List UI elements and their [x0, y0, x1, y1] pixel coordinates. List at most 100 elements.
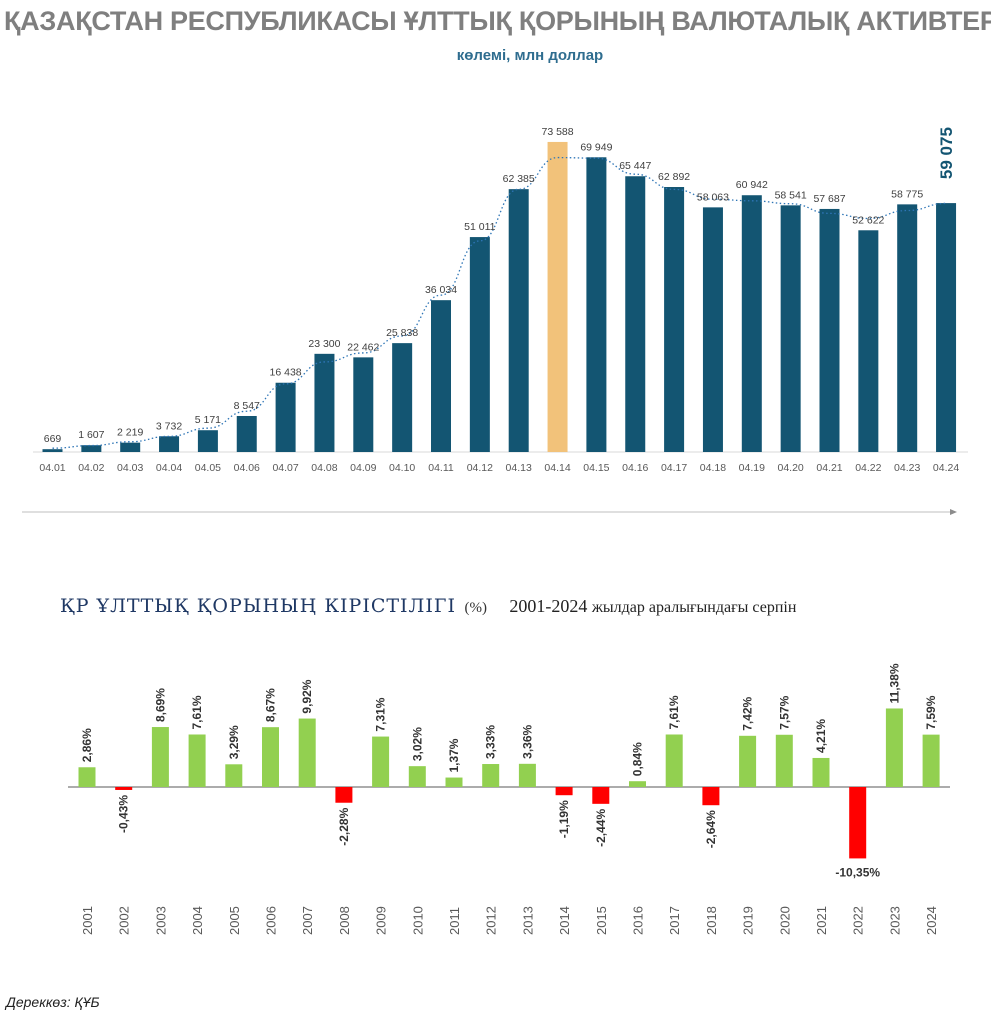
bar-04.16 — [625, 176, 646, 452]
return-bar-2002 — [115, 787, 133, 790]
x-tick-04.15: 04.15 — [583, 462, 609, 474]
year-tick-2004: 2004 — [190, 906, 205, 935]
year-tick-2011: 2011 — [447, 907, 462, 935]
returns-unit: (%) — [464, 600, 487, 616]
return-label-2010: 3,02% — [410, 727, 424, 761]
x-tick-04.21: 04.21 — [816, 462, 842, 474]
page-title: ҚАЗАҚСТАН РЕСПУБЛИКАСЫ ҰЛТТЫҚ ҚОРЫНЫҢ ВА… — [4, 6, 991, 36]
value-label-04.03: 2 219 — [117, 427, 143, 439]
year-tick-2024: 2024 — [924, 906, 939, 935]
value-label-04.07: 16 438 — [270, 367, 302, 379]
value-label-04.06: 8 547 — [234, 400, 260, 412]
year-tick-2021: 2021 — [814, 906, 829, 935]
returns-heading: ҚР ҰЛТТЫҚ ҚОРЫНЫҢ КІРІСТІЛІГІ — [60, 595, 457, 617]
return-label-2005: 3,29% — [227, 725, 241, 759]
x-tick-04.14: 04.14 — [544, 462, 570, 474]
return-label-2024: 7,59% — [924, 695, 938, 729]
x-tick-04.18: 04.18 — [700, 462, 726, 474]
return-label-2021: 4,21% — [814, 719, 828, 753]
return-label-2011: 1,37% — [447, 738, 461, 772]
return-bar-2001 — [78, 767, 96, 787]
x-tick-04.23: 04.23 — [894, 462, 920, 474]
chart-subtitle: көлемі, млн доллар — [456, 47, 604, 64]
bar-04.12 — [469, 237, 490, 452]
value-label-04.01: 669 — [44, 433, 62, 445]
return-label-2013: 3,36% — [520, 724, 534, 758]
year-tick-2015: 2015 — [594, 906, 609, 935]
x-tick-04.07: 04.07 — [272, 462, 298, 474]
return-label-2017: 7,61% — [667, 695, 681, 729]
return-bar-2013 — [518, 763, 536, 787]
bar-04.09 — [353, 357, 374, 452]
source-note: Дереккөз: ҚҰБ — [6, 994, 100, 1010]
x-tick-04.04: 04.04 — [156, 462, 182, 474]
returns-range: 2001-2024 — [509, 596, 588, 616]
divider-arrow — [950, 509, 957, 515]
bar-04.21 — [819, 208, 840, 452]
return-label-2022: -10,35% — [835, 865, 880, 879]
value-label-04.02: 1 607 — [78, 429, 104, 441]
year-tick-2022: 2022 — [851, 906, 866, 935]
value-label-04.04: 3 732 — [156, 420, 182, 432]
return-bar-2022 — [849, 787, 867, 859]
x-tick-04.10: 04.10 — [389, 462, 415, 474]
value-label-04.05: 5 171 — [195, 414, 221, 426]
year-tick-2003: 2003 — [153, 906, 168, 935]
value-label-04.16: 65 447 — [619, 160, 651, 172]
x-tick-04.09: 04.09 — [350, 462, 376, 474]
return-label-2012: 3,33% — [484, 725, 498, 759]
x-tick-04.20: 04.20 — [778, 462, 804, 474]
bar-04.04 — [159, 436, 180, 452]
value-label-04.08: 23 300 — [308, 338, 340, 350]
returns-range-text: жылдар аралығындағы серпін — [591, 599, 797, 616]
x-tick-04.17: 04.17 — [661, 462, 687, 474]
return-label-2003: 8,69% — [153, 688, 167, 722]
return-bar-2019 — [739, 735, 757, 787]
return-label-2015: -2,44% — [594, 809, 608, 847]
return-bar-2010 — [408, 766, 426, 787]
year-tick-2001: 2001 — [80, 906, 95, 935]
year-tick-2016: 2016 — [631, 906, 646, 935]
return-bar-2007 — [298, 718, 316, 787]
x-tick-04.22: 04.22 — [855, 462, 881, 474]
return-bar-2020 — [775, 734, 793, 787]
year-tick-2008: 2008 — [337, 906, 352, 935]
return-bar-2017 — [665, 734, 683, 787]
value-label-04.12: 51 011 — [464, 221, 495, 233]
return-bar-2016 — [629, 781, 646, 787]
returns-section-heading: ҚР ҰЛТТЫҚ ҚОРЫНЫҢ КІРІСТІЛІГІ (%) 2001-2… — [60, 595, 796, 617]
x-tick-04.16: 04.16 — [622, 462, 648, 474]
year-tick-2020: 2020 — [777, 906, 792, 935]
return-label-2007: 9,92% — [300, 679, 314, 713]
x-tick-04.12: 04.12 — [467, 462, 493, 474]
year-tick-2019: 2019 — [741, 906, 756, 935]
return-bar-2024 — [922, 734, 940, 787]
x-tick-04.05: 04.05 — [195, 462, 221, 474]
value-label-04.17: 62 892 — [658, 171, 690, 183]
return-bar-2018 — [702, 787, 720, 806]
bar-04.17 — [664, 187, 685, 452]
value-label-04.22: 52 622 — [852, 214, 884, 226]
return-label-2009: 7,31% — [374, 697, 388, 731]
bar-04.23 — [897, 204, 918, 452]
value-label-04.09: 22 462 — [347, 341, 379, 353]
return-label-2006: 8,67% — [264, 688, 278, 722]
return-label-2002: -0,43% — [117, 795, 131, 833]
return-label-2018: -2,64% — [704, 810, 718, 848]
bar-04.02 — [81, 445, 102, 452]
value-label-04.13: 62 385 — [503, 173, 535, 185]
bar-04.01 — [42, 449, 63, 452]
return-bar-2012 — [482, 764, 500, 787]
value-label-04.18: 58 063 — [697, 191, 729, 203]
return-bar-2005 — [225, 764, 243, 787]
return-label-2020: 7,57% — [777, 695, 791, 729]
return-bar-2023 — [885, 708, 903, 787]
assets-bar-chart: 669 1 607 2 219 3 732 5 171 8 547 16 438 23 300… — [22, 126, 968, 515]
bar-04.03 — [120, 442, 141, 452]
bar-04.22 — [858, 230, 879, 452]
bar-04.13 — [508, 189, 529, 453]
bar-04.06 — [236, 415, 257, 452]
bar-04.19 — [741, 195, 762, 453]
year-tick-2017: 2017 — [667, 906, 682, 935]
x-tick-04.01: 04.01 — [39, 462, 65, 474]
